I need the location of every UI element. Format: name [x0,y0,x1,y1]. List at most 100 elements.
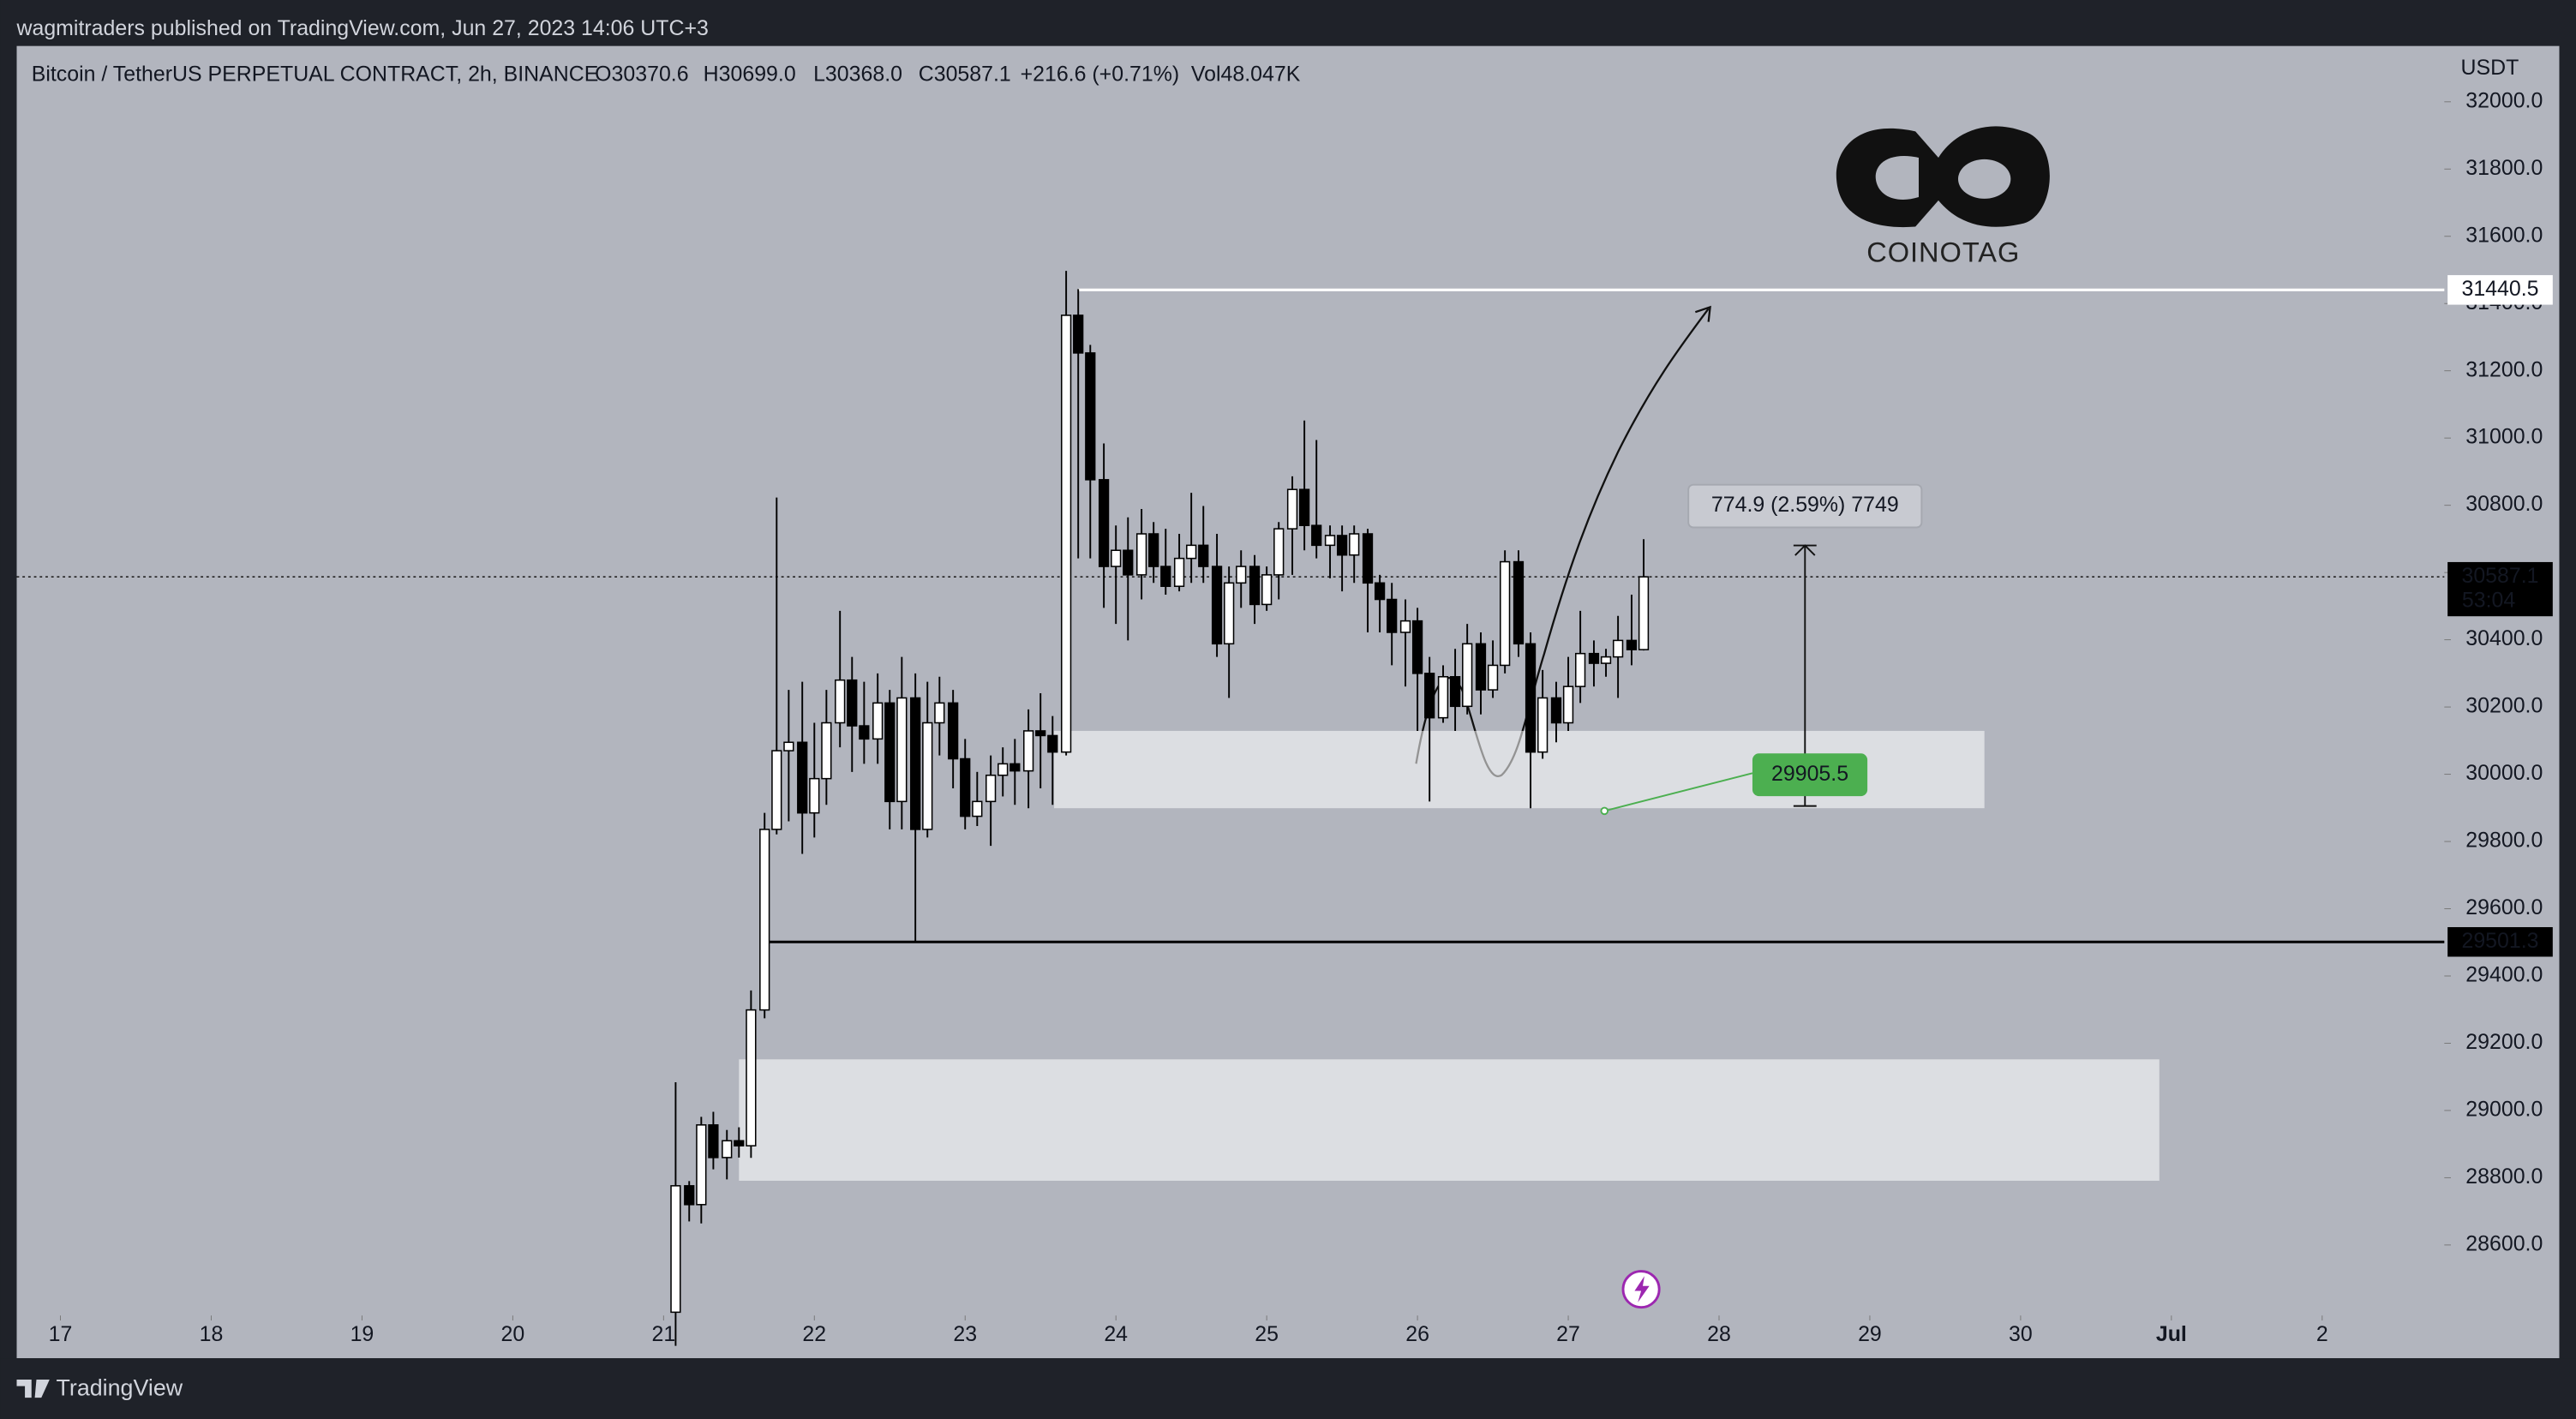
candle-body [1098,479,1110,567]
candle-body [1362,533,1374,584]
last-price-label: 30587.1 [2461,564,2538,588]
candle-body [1336,535,1348,556]
y-tick-label: 29600.0 [2465,895,2543,919]
candle-body [759,829,770,1011]
ohlc-value: C30587.1 [919,63,1011,87]
y-tick-label: 31000.0 [2465,425,2543,449]
candle-body [1500,560,1511,667]
x-tick-label: 23 [953,1322,977,1346]
candle-body [922,721,933,830]
x-tick-label: 19 [350,1322,374,1346]
y-tick-label: 31800.0 [2465,156,2543,180]
candle-body [1111,549,1122,567]
x-tick-label: 24 [1104,1322,1128,1346]
candle-body [910,697,921,830]
y-tick-label: 31200.0 [2465,357,2543,381]
x-tick-label: 29 [1858,1322,1882,1346]
candle-body [1286,488,1298,530]
level-tag-label: 31440.5 [2461,277,2538,301]
candle-body [734,1140,745,1147]
candle-body [746,1009,757,1147]
candle-body [985,774,997,803]
candle-body [1374,582,1386,601]
x-tick-label: 22 [802,1322,826,1346]
y-tick-label: 29000.0 [2465,1098,2543,1122]
candle-body [1525,643,1537,753]
countdown-label: 53:04 [2462,589,2515,613]
last-price-tag [2447,561,2553,617]
candle-body [1449,676,1461,708]
x-tick-label: Jul [2156,1322,2187,1346]
footer-brand: TradingView [57,1375,183,1401]
measure-label-box [1687,483,1923,529]
y-tick-label: 30800.0 [2465,492,2543,516]
candle-body [783,741,794,751]
candle-body [1349,533,1360,556]
ohlc-value: L30368.0 [813,63,902,87]
candle-body [1023,730,1034,772]
anchor-point [1600,806,1609,816]
candle-body [1437,676,1449,719]
y-tick-label: 30200.0 [2465,694,2543,718]
watermark-text: COINOTAG [1866,237,2020,268]
candle-body [896,697,908,803]
candle-body [1173,557,1185,587]
x-tick-label: 18 [200,1322,224,1346]
candle-body [1009,763,1021,772]
level-tag-label: 29501.3 [2461,929,2538,953]
candle-body [1211,566,1223,645]
candle-body [1198,544,1209,567]
ohlc-value: O30370.6 [595,63,688,87]
ohlc-value: H30699.0 [704,63,796,87]
candle-body [1487,664,1499,691]
candle-body [835,679,846,724]
x-tick-label: 28 [1707,1322,1731,1346]
x-tick-label: 2 [2316,1322,2328,1346]
candle-body [1311,524,1322,547]
candle-body [997,763,1009,776]
candle-body [960,757,971,817]
candle-body [1399,620,1411,633]
candle-body [847,679,858,727]
candle-body [1047,734,1058,753]
footer-bar [0,1358,2576,1419]
candle-body [1249,566,1261,606]
x-tick-label: 20 [501,1322,525,1346]
candle-body [1462,643,1473,708]
candle-body [1224,582,1235,645]
candle-body [1513,560,1525,645]
candle-body [1186,544,1197,560]
candle-body [1475,643,1487,691]
candle-body [670,1185,681,1314]
y-tick-label: 30400.0 [2465,626,2543,650]
candle-body [1035,730,1046,737]
forecast-arrowhead [1694,305,1711,322]
candle-body [948,702,959,760]
candle-body [1612,639,1624,658]
candle-body [1060,314,1072,753]
y-tick-label: 29800.0 [2465,829,2543,853]
y-tick-label: 32000.0 [2465,88,2543,112]
anchor-label-box [1752,753,1868,797]
candle-body [684,1185,695,1206]
candle-body [1574,652,1586,687]
candle-body [1387,598,1398,633]
candle-body [821,721,832,780]
candle-body [1537,697,1549,753]
y-tick-label: 31600.0 [2465,223,2543,247]
level-tag [2447,275,2553,305]
candle-body [797,741,808,814]
x-tick-label: 25 [1255,1322,1279,1346]
plot-layer: O30370.6 H30699.0 L30368.0 C30587.1 +216.6 (… [16,63,2553,1346]
candle-body [972,800,983,817]
candle-body [708,1124,719,1159]
candle-body [1550,697,1562,724]
published-line: wagmitraders published on TradingView.co… [15,16,708,40]
x-tick-label: 26 [1405,1322,1429,1346]
candle-body [1600,656,1612,664]
candle-body [809,777,820,814]
candle-body [1160,566,1171,587]
logo-hole [1958,159,2011,199]
